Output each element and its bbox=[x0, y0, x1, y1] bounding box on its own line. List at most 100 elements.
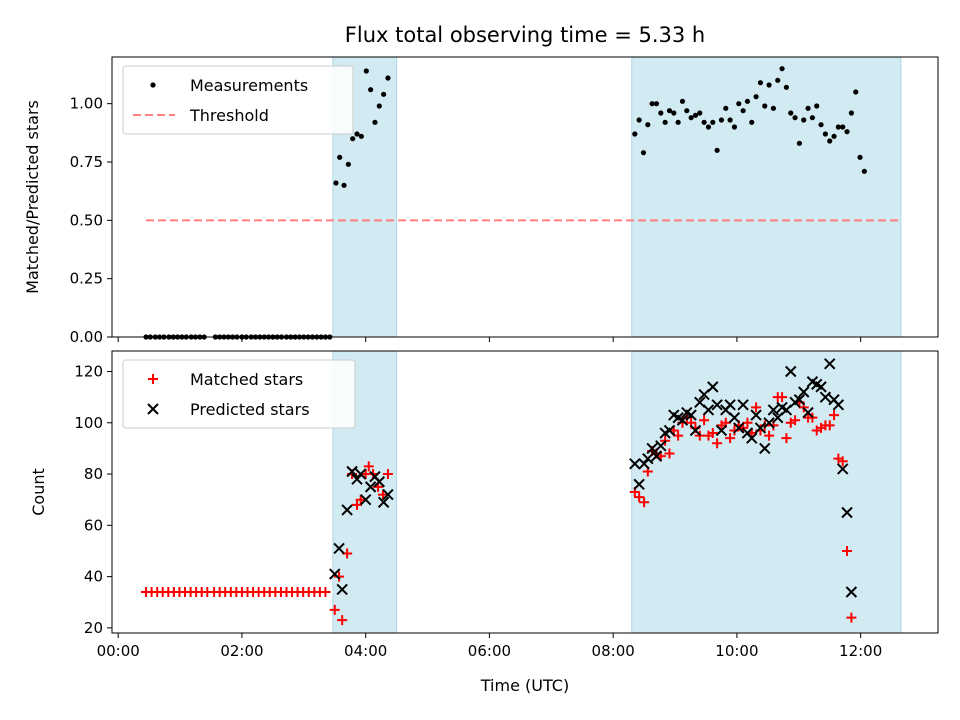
predicted-stars-point bbox=[737, 399, 749, 411]
matched-stars-point bbox=[664, 448, 675, 459]
x-tick-label: 04:00 bbox=[344, 642, 387, 660]
predicted-stars-point bbox=[832, 399, 845, 411]
matched-stars-point bbox=[729, 425, 740, 436]
y-tick-label: 1.00 bbox=[70, 95, 103, 113]
legend-label-threshold: Threshold bbox=[189, 106, 269, 125]
predicted-stars-point bbox=[689, 424, 702, 437]
matched-stars-point bbox=[337, 615, 348, 626]
legend-label-predicted-stars: Predicted stars bbox=[190, 400, 310, 419]
predicted-stars-point bbox=[815, 381, 827, 393]
measurements-point bbox=[783, 84, 790, 90]
legend: Matched stars Predicted stars bbox=[122, 359, 356, 429]
matched-stars-point bbox=[846, 612, 857, 623]
measurements-point bbox=[350, 136, 356, 142]
measurements-point bbox=[653, 101, 660, 107]
predicted-stars-point bbox=[341, 504, 353, 516]
predicted-stars-point bbox=[802, 406, 814, 419]
matched-stars-point bbox=[382, 469, 393, 480]
measurements-point bbox=[358, 133, 364, 139]
predicted-stars-point bbox=[767, 404, 780, 416]
predicted-stars-point bbox=[724, 399, 736, 411]
predicted-stars-point bbox=[798, 386, 810, 398]
measurements-point bbox=[372, 119, 378, 125]
measurements-point bbox=[853, 89, 859, 95]
measurements-point bbox=[697, 110, 703, 116]
predicted-stars-point bbox=[754, 422, 767, 434]
measurements-point bbox=[368, 87, 374, 93]
x-tick-label: 10:00 bbox=[715, 642, 758, 660]
measurements-point bbox=[775, 77, 781, 83]
measurements-point bbox=[848, 110, 854, 116]
measurements-point bbox=[658, 110, 664, 116]
axes-frame bbox=[111, 56, 939, 338]
y-tick-label: 0.25 bbox=[70, 270, 103, 288]
legend-swatch-measurements bbox=[150, 82, 156, 88]
measurements-point bbox=[666, 108, 673, 114]
predicted-stars-point bbox=[841, 506, 853, 519]
matched-stars-point bbox=[329, 604, 340, 615]
measurements-point bbox=[705, 124, 712, 130]
predicted-stars-point bbox=[793, 394, 806, 406]
measurements-point bbox=[753, 94, 759, 100]
matched-stars-point bbox=[777, 392, 788, 403]
measurements-point bbox=[744, 98, 751, 104]
measurements-point bbox=[835, 124, 841, 130]
x-tick-label: 12:00 bbox=[839, 642, 882, 660]
y-tick-label: 120 bbox=[74, 363, 103, 381]
measurements-point bbox=[857, 154, 863, 160]
measurements-point bbox=[805, 105, 811, 111]
measurements-point bbox=[727, 117, 733, 123]
matched-stars-point bbox=[790, 415, 801, 426]
measurements-point bbox=[766, 82, 772, 88]
measurements-point bbox=[345, 161, 351, 167]
legend-swatch-matched-stars bbox=[148, 374, 158, 384]
x-axis-label: Time (UTC) bbox=[480, 676, 569, 695]
predicted-stars-point bbox=[824, 358, 836, 370]
predicted-stars-point bbox=[676, 414, 689, 426]
matched-stars-point bbox=[742, 417, 753, 428]
measurements-point bbox=[381, 91, 387, 97]
matched-stars-point bbox=[712, 438, 723, 449]
predicted-stars-point bbox=[702, 404, 715, 416]
y-tick-label: 40 bbox=[84, 568, 103, 586]
predicted-stars-point bbox=[819, 391, 832, 403]
measurements-point bbox=[809, 115, 815, 121]
measurements-point bbox=[671, 110, 677, 116]
predicted-stars-point bbox=[377, 496, 390, 508]
predicted-stars-point bbox=[359, 493, 372, 506]
matched-stars-point bbox=[681, 412, 692, 423]
measurements-point bbox=[688, 115, 694, 121]
measurements-point bbox=[645, 122, 651, 128]
x-tick-label: 06:00 bbox=[468, 642, 511, 660]
matched-stars-point bbox=[320, 586, 331, 597]
matched-stars-point bbox=[725, 433, 736, 444]
matched-stars-point bbox=[759, 420, 770, 431]
measurements-point bbox=[827, 138, 833, 144]
measurements-point bbox=[770, 105, 777, 111]
y-tick-label: 80 bbox=[84, 465, 103, 483]
matched-stars-point bbox=[334, 571, 345, 582]
measurements-point bbox=[801, 117, 807, 123]
measurements-point bbox=[333, 180, 339, 186]
chart-title: Flux total observing time = 5.33 h bbox=[345, 23, 705, 47]
predicted-stars-point bbox=[750, 409, 762, 421]
y-tick-label: 0.75 bbox=[70, 153, 103, 171]
predicted-stars-point bbox=[759, 442, 771, 455]
predicted-stars-point bbox=[711, 399, 723, 411]
measurements-point bbox=[376, 103, 382, 109]
matched-stars-point bbox=[707, 428, 718, 439]
predicted-stars-point bbox=[655, 440, 667, 452]
predicted-stars-point bbox=[364, 481, 377, 493]
y-axis-label: Matched/Predicted stars bbox=[23, 100, 42, 294]
predicted-stars-point bbox=[351, 473, 363, 485]
measurements-point bbox=[692, 112, 699, 118]
measurements-point bbox=[749, 119, 755, 125]
x-tick-label: 08:00 bbox=[592, 642, 635, 660]
legend: Measurements Threshold bbox=[122, 65, 354, 135]
measurements-point bbox=[814, 103, 820, 109]
measurements-point bbox=[649, 101, 655, 107]
predicted-stars-point bbox=[633, 478, 645, 491]
predicted-stars-point bbox=[845, 586, 858, 598]
measurements-point bbox=[337, 154, 343, 160]
